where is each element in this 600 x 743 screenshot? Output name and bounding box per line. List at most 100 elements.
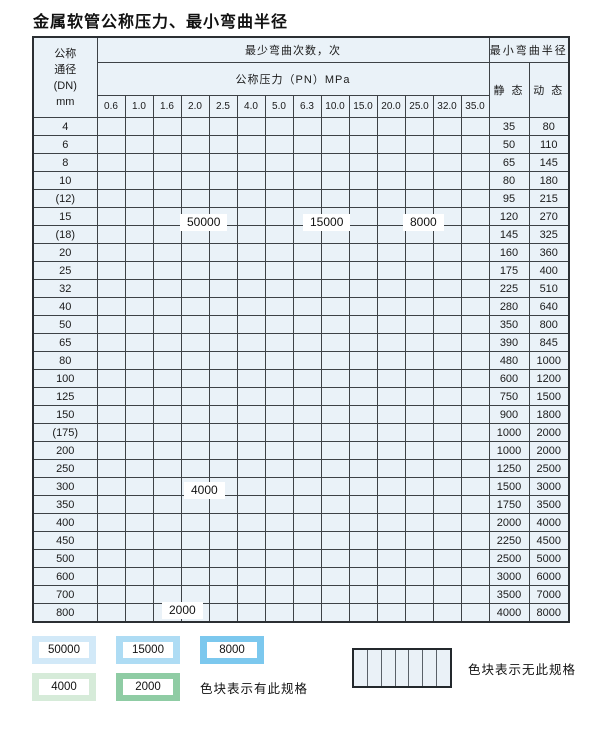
pressure-cell — [376, 333, 406, 352]
pn-column-header: 4.0 — [236, 94, 266, 119]
has-spec-label: 色块表示有此规格 — [200, 681, 309, 696]
pressure-cell — [152, 495, 182, 514]
dn-value-cell: 15 — [32, 207, 98, 226]
pressure-cell — [180, 459, 210, 478]
pressure-cell — [152, 207, 182, 226]
pressure-cell — [376, 567, 406, 586]
pressure-cell — [152, 189, 182, 208]
pressure-cell — [432, 423, 462, 442]
pressure-cell — [96, 117, 126, 136]
pressure-cell — [180, 495, 210, 514]
pressure-cell — [96, 603, 126, 623]
dynamic-radius-cell: 3000 — [528, 477, 570, 496]
static-radius-cell: 145 — [488, 225, 530, 244]
pressure-cell — [236, 225, 266, 244]
pressure-cell — [292, 243, 322, 262]
cycle-count-tag: 15000 — [303, 214, 351, 231]
dynamic-radius-cell: 80 — [528, 117, 570, 136]
static-radius-cell: 900 — [488, 405, 530, 424]
pressure-cell — [236, 261, 266, 280]
pressure-cell — [348, 459, 378, 478]
pressure-cell — [124, 423, 154, 442]
legend-swatch-value: 2000 — [123, 679, 173, 695]
dn-value-cell: 700 — [32, 585, 98, 604]
pressure-cell — [264, 387, 294, 406]
pressure-cell — [180, 117, 210, 136]
dn-value-cell: 6 — [32, 135, 98, 154]
pressure-cell — [180, 297, 210, 316]
pn-column-header: 2.5 — [208, 94, 238, 119]
pressure-cell — [404, 459, 434, 478]
legend-swatch-value: 8000 — [207, 642, 257, 658]
pressure-cell — [152, 171, 182, 190]
table-row: (18) 145 325 — [32, 225, 570, 244]
table-row: 125 750 1500 — [32, 387, 570, 406]
pressure-cell — [320, 459, 350, 478]
pressure-cell — [404, 261, 434, 280]
pressure-cell — [180, 135, 210, 154]
no-spec-swatch — [352, 648, 452, 688]
pressure-cell — [348, 243, 378, 262]
pressure-cell — [152, 135, 182, 154]
pressure-cell — [124, 531, 154, 550]
table-row: 100 600 1200 — [32, 369, 570, 388]
pressure-cell — [460, 567, 490, 586]
pressure-cell — [180, 333, 210, 352]
pressure-cell — [236, 423, 266, 442]
legend-swatch-value: 15000 — [123, 642, 173, 658]
pressure-cell — [264, 189, 294, 208]
pressure-cell — [124, 333, 154, 352]
pressure-cell — [320, 549, 350, 568]
table-row: 10 80 180 — [32, 171, 570, 190]
static-radius-cell: 80 — [488, 171, 530, 190]
pressure-cell — [236, 603, 266, 623]
pressure-cell — [292, 279, 322, 298]
pressure-cell — [264, 333, 294, 352]
pressure-cell — [180, 387, 210, 406]
pressure-cell — [376, 117, 406, 136]
pressure-cell — [208, 297, 238, 316]
dn-value-cell: 300 — [32, 477, 98, 496]
table-row: 350 1750 3500 — [32, 495, 570, 514]
dn-header-line-1: 公称 — [54, 47, 77, 60]
pressure-cell — [264, 297, 294, 316]
pressure-cell — [236, 567, 266, 586]
pressure-cell — [96, 513, 126, 532]
pressure-cell — [348, 567, 378, 586]
pressure-cell — [432, 279, 462, 298]
dn-value-cell: 80 — [32, 351, 98, 370]
pressure-cell — [292, 369, 322, 388]
pn-column-header: 20.0 — [376, 94, 406, 119]
pressure-cell — [320, 189, 350, 208]
pressure-cell — [208, 369, 238, 388]
pressure-cell — [404, 423, 434, 442]
table-header: 公称 通径 (DN) mm 最少弯曲次数，次 最小弯曲半径 公称压力（PN）MP… — [32, 36, 570, 119]
table-row: 500 2500 5000 — [32, 549, 570, 568]
pressure-cell — [236, 315, 266, 334]
dynamic-radius-cell: 180 — [528, 171, 570, 190]
pressure-cell — [404, 369, 434, 388]
pressure-cell — [432, 153, 462, 172]
pressure-cell — [96, 189, 126, 208]
dynamic-radius-cell: 215 — [528, 189, 570, 208]
pressure-cell — [432, 261, 462, 280]
pressure-cell — [320, 513, 350, 532]
pn-column-header: 2.0 — [180, 94, 210, 119]
pressure-cell — [460, 531, 490, 550]
pressure-cell — [404, 567, 434, 586]
pressure-cell — [236, 207, 266, 226]
pressure-cell — [460, 369, 490, 388]
dn-value-cell: 20 — [32, 243, 98, 262]
pressure-cell — [292, 603, 322, 623]
pressure-cell — [432, 315, 462, 334]
pressure-cell — [124, 549, 154, 568]
pressure-cell — [180, 549, 210, 568]
dynamic-radius-cell: 6000 — [528, 567, 570, 586]
nominal-pressure-header: 公称压力（PN）MPa — [96, 62, 490, 96]
dynamic-radius-cell: 4500 — [528, 531, 570, 550]
legend-row-blue: 50000 15000 8000 — [32, 636, 572, 664]
pressure-cell — [320, 567, 350, 586]
pressure-cell — [320, 495, 350, 514]
table-row: 4 35 80 — [32, 117, 570, 136]
pressure-cell — [208, 117, 238, 136]
